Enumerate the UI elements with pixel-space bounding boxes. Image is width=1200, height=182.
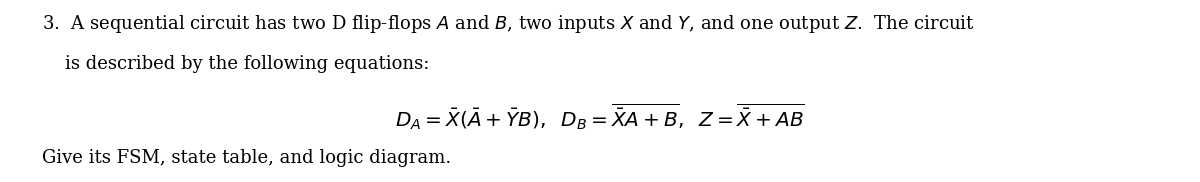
Text: 3.  A sequential circuit has two D flip-flops $A$ and $B$, two inputs $X$ and $Y: 3. A sequential circuit has two D flip-f…	[42, 13, 974, 35]
Text: is described by the following equations:: is described by the following equations:	[42, 55, 430, 73]
Text: $D_A = \bar{X}(\bar{A}+\bar{Y}B),\;\; D_B = \overline{\bar{X}A+B},\;\; Z = \over: $D_A = \bar{X}(\bar{A}+\bar{Y}B),\;\; D_…	[395, 102, 805, 132]
Text: Give its FSM, state table, and logic diagram.: Give its FSM, state table, and logic dia…	[42, 149, 451, 167]
